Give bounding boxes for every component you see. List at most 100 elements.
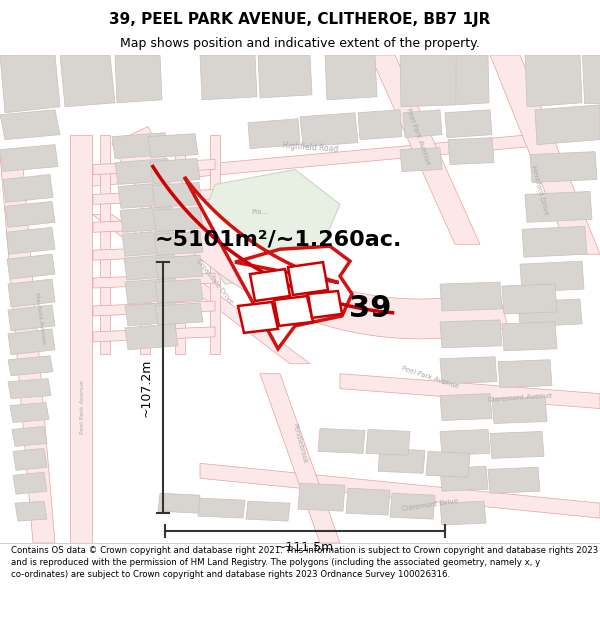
Polygon shape xyxy=(522,226,587,257)
Text: ~111.5m: ~111.5m xyxy=(276,541,334,554)
Polygon shape xyxy=(120,206,175,232)
Polygon shape xyxy=(340,374,600,409)
Polygon shape xyxy=(3,174,53,203)
Polygon shape xyxy=(124,254,177,280)
Polygon shape xyxy=(122,230,176,256)
Polygon shape xyxy=(115,159,171,184)
Polygon shape xyxy=(274,296,313,326)
Polygon shape xyxy=(10,402,49,422)
Polygon shape xyxy=(12,426,47,446)
Text: Hereford Drive: Hereford Drive xyxy=(530,164,550,216)
Polygon shape xyxy=(8,356,53,376)
Polygon shape xyxy=(318,429,365,453)
Polygon shape xyxy=(370,55,480,244)
Text: Pla...: Pla... xyxy=(251,209,269,216)
Polygon shape xyxy=(492,397,547,424)
Polygon shape xyxy=(448,138,494,164)
Polygon shape xyxy=(400,55,456,107)
Polygon shape xyxy=(246,501,290,521)
Polygon shape xyxy=(5,201,55,228)
Polygon shape xyxy=(248,119,300,149)
Polygon shape xyxy=(445,110,492,138)
Polygon shape xyxy=(175,134,185,354)
Polygon shape xyxy=(258,55,312,98)
Polygon shape xyxy=(260,374,340,543)
Polygon shape xyxy=(490,431,544,458)
Text: Pendlebrook: Pendlebrook xyxy=(292,422,308,464)
Text: Claremont Avenue: Claremont Avenue xyxy=(488,392,553,402)
Polygon shape xyxy=(8,329,55,355)
Polygon shape xyxy=(358,110,402,139)
Polygon shape xyxy=(440,282,502,311)
Polygon shape xyxy=(0,144,58,171)
Polygon shape xyxy=(93,217,215,232)
Polygon shape xyxy=(390,493,435,519)
Text: Croasdale Drive: Croasdale Drive xyxy=(196,258,235,305)
Polygon shape xyxy=(288,262,328,295)
Polygon shape xyxy=(490,55,600,254)
Polygon shape xyxy=(93,245,215,260)
Polygon shape xyxy=(0,110,60,139)
Polygon shape xyxy=(535,105,600,144)
Text: 39, PEEL PARK AVENUE, CLITHEROE, BB7 1JR: 39, PEEL PARK AVENUE, CLITHEROE, BB7 1JR xyxy=(109,12,491,27)
Polygon shape xyxy=(125,278,178,304)
Polygon shape xyxy=(90,134,530,186)
Polygon shape xyxy=(300,112,358,147)
Polygon shape xyxy=(378,448,425,473)
Polygon shape xyxy=(582,55,600,102)
Polygon shape xyxy=(93,301,215,316)
Polygon shape xyxy=(346,488,390,515)
Polygon shape xyxy=(93,327,215,342)
Polygon shape xyxy=(198,498,245,518)
Polygon shape xyxy=(298,483,345,511)
Polygon shape xyxy=(200,55,257,100)
Polygon shape xyxy=(153,208,203,231)
Polygon shape xyxy=(15,501,47,521)
Polygon shape xyxy=(158,493,200,513)
Text: Mayfield Avenue: Mayfield Avenue xyxy=(34,292,46,345)
Polygon shape xyxy=(8,279,55,307)
Polygon shape xyxy=(518,299,582,327)
Text: ~5101m²/~1.260ac.: ~5101m²/~1.260ac. xyxy=(155,229,403,249)
Polygon shape xyxy=(155,255,203,279)
Polygon shape xyxy=(366,429,410,456)
Polygon shape xyxy=(152,182,202,208)
Polygon shape xyxy=(426,451,470,478)
Polygon shape xyxy=(13,472,47,494)
Polygon shape xyxy=(250,269,290,301)
Polygon shape xyxy=(93,159,215,174)
Polygon shape xyxy=(488,468,540,493)
Polygon shape xyxy=(440,394,492,421)
Text: 39: 39 xyxy=(349,294,391,324)
Polygon shape xyxy=(93,273,215,288)
Polygon shape xyxy=(195,169,340,284)
Polygon shape xyxy=(8,379,51,399)
Polygon shape xyxy=(440,501,486,525)
Polygon shape xyxy=(140,134,150,354)
Polygon shape xyxy=(403,110,442,138)
Polygon shape xyxy=(7,254,55,279)
Polygon shape xyxy=(210,134,220,354)
Polygon shape xyxy=(150,159,200,182)
Polygon shape xyxy=(520,261,584,292)
Text: Contains OS data © Crown copyright and database right 2021. This information is : Contains OS data © Crown copyright and d… xyxy=(11,546,598,579)
Polygon shape xyxy=(112,132,168,159)
Polygon shape xyxy=(200,463,600,518)
Text: Claremont Drive: Claremont Drive xyxy=(401,498,458,512)
Polygon shape xyxy=(155,279,203,303)
Polygon shape xyxy=(100,134,110,354)
Polygon shape xyxy=(125,324,178,350)
Polygon shape xyxy=(154,231,203,255)
Polygon shape xyxy=(238,302,278,333)
Polygon shape xyxy=(0,55,60,112)
Polygon shape xyxy=(13,448,47,470)
Polygon shape xyxy=(400,148,442,171)
Text: ~107.2m: ~107.2m xyxy=(140,359,153,417)
Text: Peel Park Avenue: Peel Park Avenue xyxy=(79,381,85,434)
Polygon shape xyxy=(440,429,490,456)
Polygon shape xyxy=(115,55,162,102)
Polygon shape xyxy=(70,134,92,543)
Polygon shape xyxy=(6,228,55,254)
Text: Peel Park Avenue: Peel Park Avenue xyxy=(405,107,431,166)
Polygon shape xyxy=(308,291,342,318)
